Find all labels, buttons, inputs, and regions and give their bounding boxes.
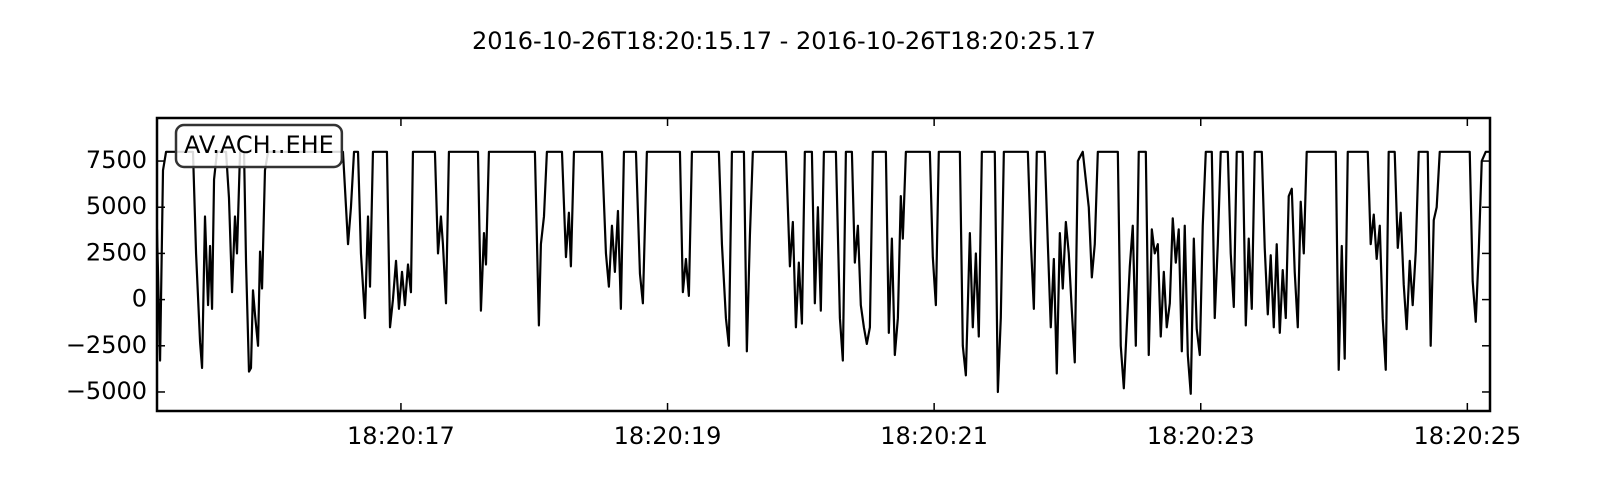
x-tick-label: 18:20:17 <box>347 422 455 450</box>
plot-frame <box>155 116 1492 413</box>
x-tick-label: 18:20:19 <box>614 422 722 450</box>
chart-title: 2016-10-26T18:20:15.17 - 2016-10-26T18:2… <box>472 27 1096 55</box>
waveform-line <box>157 150 1490 395</box>
y-tick-label: 0 <box>132 285 147 313</box>
x-tick-label: 18:20:23 <box>1147 422 1255 450</box>
x-tick-label: 18:20:21 <box>880 422 988 450</box>
legend: AV.ACH..EHE <box>174 123 344 169</box>
legend-box <box>174 123 344 169</box>
y-tick-label: 5000 <box>86 192 147 220</box>
y-tick-label: 2500 <box>86 238 147 266</box>
y-tick-label: −2500 <box>66 331 147 359</box>
y-tick-label: −5000 <box>66 377 147 405</box>
y-tick-label: 7500 <box>86 146 147 174</box>
x-tick-label: 18:20:25 <box>1413 422 1521 450</box>
legend-label: AV.ACH..EHE <box>184 131 334 159</box>
